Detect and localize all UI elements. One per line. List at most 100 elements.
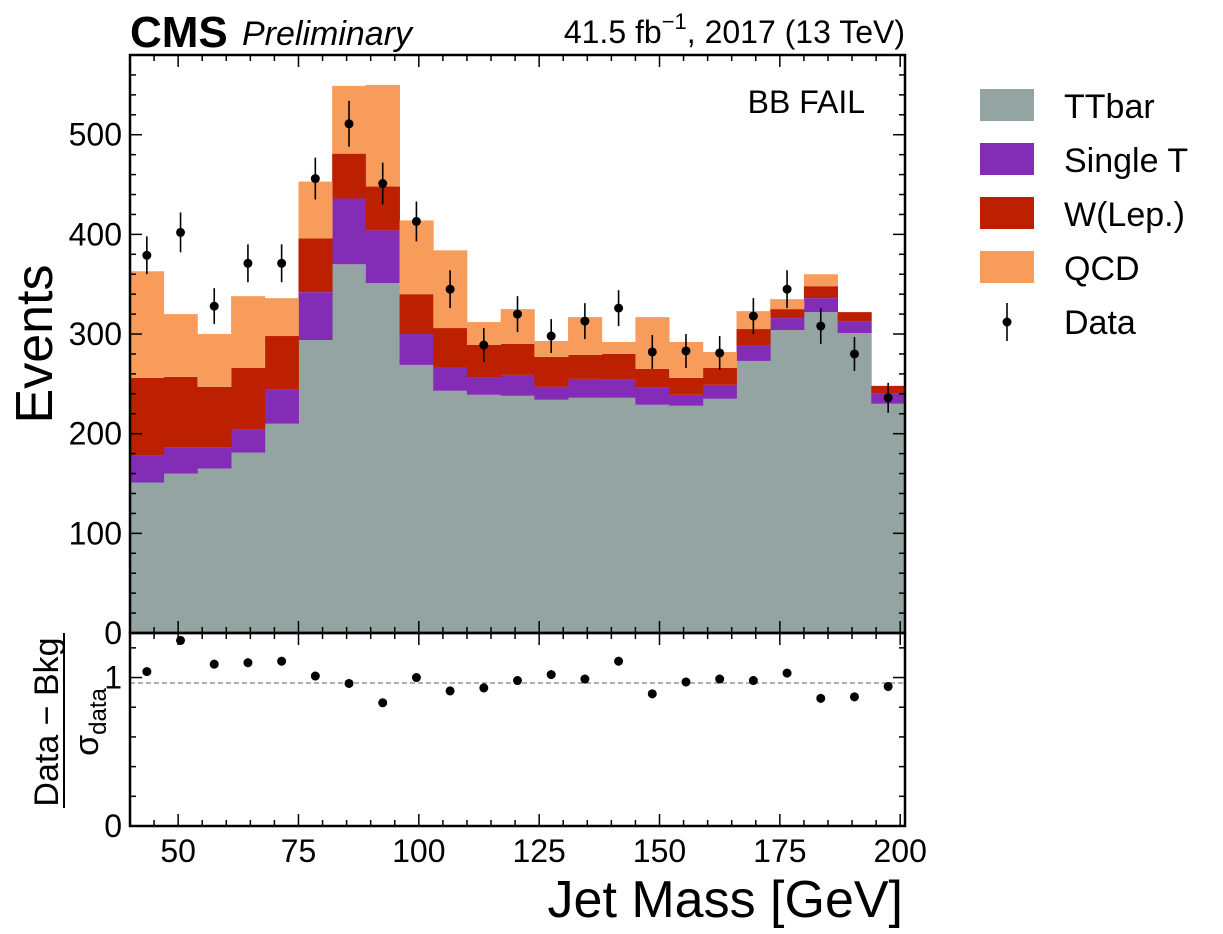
bar-w-lep--bin-3 <box>231 367 266 430</box>
ratio-y-axis-title: Data − Bkg σdata <box>28 633 112 808</box>
data-point <box>614 303 624 313</box>
ratio-point <box>546 670 556 680</box>
ratio-point <box>344 678 354 688</box>
ratio-title-denominator: σdata <box>68 688 112 756</box>
stacked-histogram <box>130 84 906 633</box>
legend: TTbar Single T W(Lep.) QCD Data <box>980 88 1188 342</box>
bar-ttbar-bin-20 <box>803 312 839 633</box>
bar-qcd-bin-14 <box>601 342 636 354</box>
data-point <box>546 331 556 341</box>
bar-ttbar-bin-4 <box>264 423 299 633</box>
region-label: BB FAIL <box>748 84 865 120</box>
data-point <box>176 227 186 237</box>
legend-swatch <box>980 89 1034 121</box>
data-point <box>816 321 826 331</box>
bar-single-t-bin-12 <box>534 386 569 400</box>
y-tick-label: 200 <box>69 416 122 452</box>
bar-w-lep--bin-2 <box>197 386 232 448</box>
data-point <box>883 393 893 403</box>
ratio-points <box>142 635 893 708</box>
ratio-title-numerator: Data − Bkg <box>28 637 66 806</box>
ratio-point <box>513 676 522 686</box>
bar-ttbar-bin-3 <box>231 452 266 633</box>
ratio-point <box>748 676 758 686</box>
bar-ttbar-bin-6 <box>332 264 367 633</box>
bar-w-lep--bin-5 <box>298 238 333 293</box>
bar-single-t-bin-5 <box>298 292 333 341</box>
bar-single-t-bin-1 <box>163 447 198 474</box>
bar-single-t-bin-18 <box>736 344 771 361</box>
data-point <box>209 301 219 311</box>
bar-single-t-bin-21 <box>837 321 872 334</box>
x-axis-title: Jet Mass [GeV] <box>548 871 903 929</box>
x-tick-label: 125 <box>512 833 565 869</box>
bar-w-lep--bin-21 <box>837 312 872 322</box>
bar-single-t-bin-10 <box>466 377 502 395</box>
ratio-y-tick-label: 0 <box>104 808 122 844</box>
bar-w-lep--bin-13 <box>568 354 603 379</box>
bar-ttbar-bin-8 <box>399 364 434 633</box>
legend-label: Data <box>1064 304 1136 342</box>
bar-ttbar-bin-17 <box>702 398 737 633</box>
data-point <box>378 179 388 189</box>
bar-w-lep--bin-6 <box>332 153 367 199</box>
ratio-sigma: σ <box>68 735 106 756</box>
ratio-axis-ticks: 01 <box>104 647 905 844</box>
bar-single-t-bin-11 <box>500 374 535 396</box>
ratio-point <box>883 681 893 691</box>
legend-swatch <box>980 143 1034 175</box>
ratio-plot-frame <box>128 631 907 828</box>
ratio-point <box>209 659 219 669</box>
bar-ttbar-bin-1 <box>163 473 198 633</box>
bar-ttbar-bin-9 <box>433 390 468 633</box>
bar-w-lep--bin-12 <box>534 356 569 387</box>
y-axis-title: Events <box>6 265 64 424</box>
data-point <box>277 258 287 268</box>
bar-ttbar-bin-7 <box>365 283 400 633</box>
ratio-point <box>580 674 590 684</box>
ratio-point <box>445 686 455 696</box>
bar-single-t-bin-2 <box>197 447 232 469</box>
legend-label: QCD <box>1064 250 1140 288</box>
x-tick-label: 200 <box>873 833 926 869</box>
ratio-point <box>243 658 253 668</box>
bar-single-t-bin-9 <box>433 367 468 391</box>
ratio-point <box>647 689 657 699</box>
bar-single-t-bin-3 <box>231 429 266 453</box>
bar-w-lep--bin-8 <box>399 294 434 335</box>
bar-ttbar-bin-19 <box>770 330 805 633</box>
bar-qcd-bin-4 <box>264 298 299 337</box>
legend-marker <box>1002 317 1012 327</box>
bar-qcd-bin-3 <box>231 296 266 368</box>
x-axis-ticks: 50 75 100 125 150 175 200 <box>153 55 927 869</box>
bar-single-t-bin-4 <box>264 389 299 424</box>
x-tick-label: 175 <box>753 833 806 869</box>
x-tick-label: 75 <box>281 833 317 869</box>
y-tick-label: 100 <box>69 515 122 551</box>
bar-single-t-bin-20 <box>803 298 839 313</box>
bar-w-lep--bin-1 <box>163 376 198 448</box>
experiment-label: CMS <box>130 8 228 57</box>
ratio-point <box>411 673 421 683</box>
ratio-sigma-subscript: data <box>85 688 112 735</box>
x-tick-label: 150 <box>633 833 686 869</box>
data-point <box>782 284 792 294</box>
x-tick-label: 50 <box>160 833 196 869</box>
bar-ttbar-bin-13 <box>568 397 603 633</box>
ratio-point <box>378 698 388 708</box>
bar-single-t-bin-0 <box>130 455 165 483</box>
y-tick-label: 0 <box>104 615 122 651</box>
bar-single-t-bin-14 <box>601 379 636 398</box>
legend-swatch <box>980 251 1034 283</box>
ratio-point <box>715 674 725 684</box>
bar-single-t-bin-7 <box>365 230 400 284</box>
data-point <box>513 309 522 319</box>
legend-swatch <box>980 197 1034 229</box>
data-point <box>748 311 758 321</box>
bar-w-lep--bin-16 <box>669 377 704 395</box>
bar-w-lep--bin-18 <box>736 329 771 345</box>
data-point <box>445 284 455 294</box>
bar-w-lep--bin-9 <box>433 328 468 368</box>
bar-ttbar-bin-5 <box>298 340 333 633</box>
